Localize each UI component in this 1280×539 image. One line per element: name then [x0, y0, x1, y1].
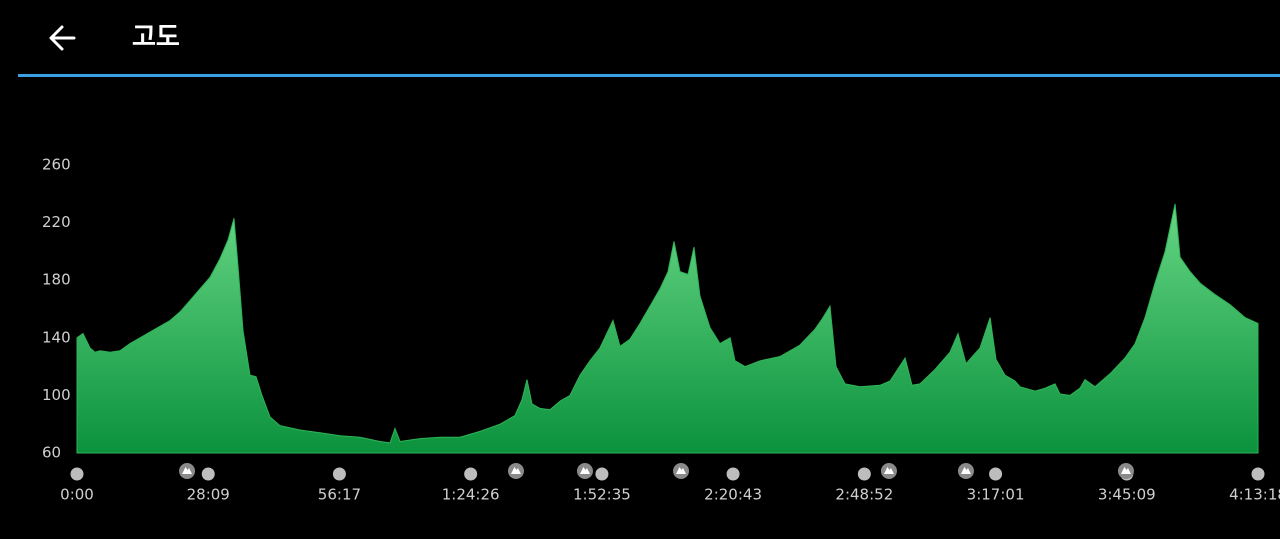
x-tick-label: 2:48:52 [835, 486, 893, 504]
x-tick-dot [726, 467, 740, 481]
x-tick-dot [464, 467, 478, 481]
x-tick-dot [70, 467, 84, 481]
y-tick-label: 60 [42, 444, 61, 462]
x-tick-dot [857, 467, 871, 481]
x-tick-label: 4:13:18 [1229, 486, 1280, 504]
x-tick-label: 2:20:43 [704, 486, 762, 504]
screen-title: 고도 [132, 23, 180, 53]
header-divider [18, 74, 1280, 77]
x-tick-dot [1251, 467, 1265, 481]
chart: 60 100 140 180 220 260 0:00 28:09 56:17 1:24:26 1:… [42, 156, 1280, 504]
peak-marker-icon [510, 467, 521, 474]
x-tick-label: 3:17:01 [967, 486, 1025, 504]
peak-marker [673, 463, 690, 479]
back-arrow[interactable] [49, 25, 76, 51]
y-tick-label: 140 [42, 328, 71, 346]
x-tick-label: 28:09 [187, 486, 230, 504]
x-tick-dot [201, 467, 215, 481]
x-tick-label: 56:17 [318, 486, 361, 504]
back-button[interactable] [49, 25, 76, 51]
elevation-area [76, 203, 1259, 454]
x-tick-dot [332, 467, 346, 481]
peak-marker [576, 463, 593, 479]
x-tick-dot [989, 467, 1003, 481]
y-tick-label: 180 [42, 271, 71, 289]
x-tick-label: 1:52:35 [573, 486, 631, 504]
peak-marker-icon [182, 467, 193, 474]
peak-marker [179, 463, 196, 479]
peak-marker [507, 463, 524, 479]
peak-marker-icon [883, 467, 894, 474]
x-tick-label: 0:00 [60, 486, 94, 504]
peak-marker-icon [676, 467, 687, 474]
peak-marker-icon [1120, 467, 1131, 474]
peak-marker [1117, 463, 1134, 479]
x-tick-label: 1:24:26 [442, 486, 500, 504]
x-tick-label: 3:45:09 [1098, 486, 1156, 504]
peak-marker-icon [579, 467, 590, 474]
peak-marker [957, 463, 974, 479]
y-tick-label: 100 [42, 386, 71, 404]
y-tick-label: 220 [42, 213, 71, 231]
peak-marker-icon [960, 467, 971, 474]
x-tick-dot [595, 467, 609, 481]
peak-marker [880, 463, 897, 479]
y-tick-label: 260 [42, 156, 71, 174]
